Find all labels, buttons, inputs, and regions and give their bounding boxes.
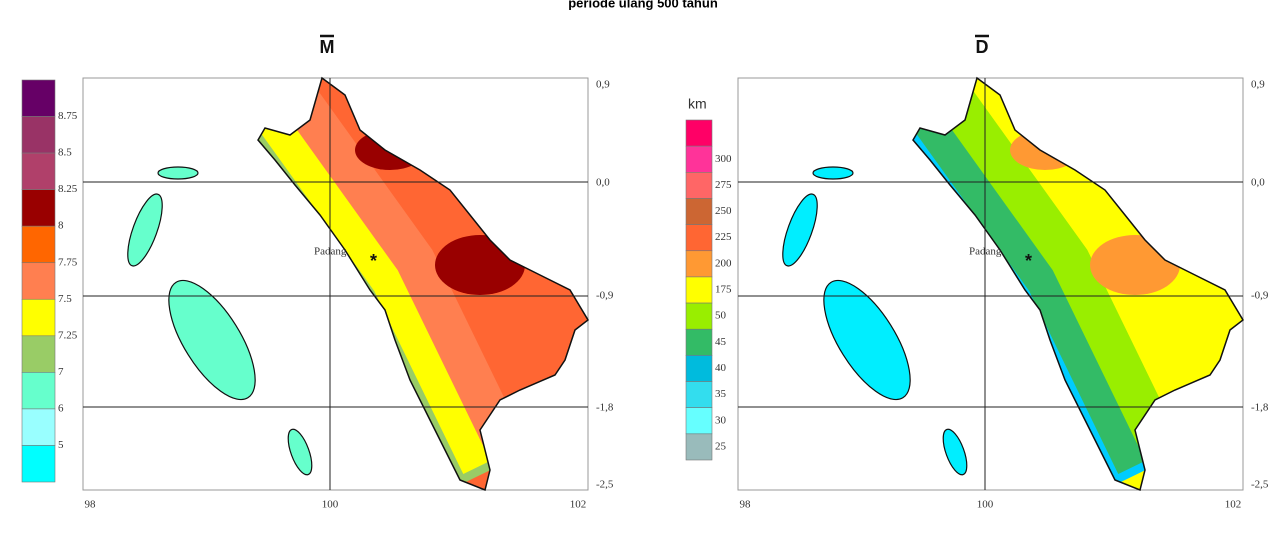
legend-label: 35 [715, 388, 727, 400]
legend-label: 7.75 [58, 256, 78, 268]
x-tick-label: 102 [570, 499, 587, 511]
legend-label: 7.5 [58, 293, 72, 305]
legend-label: 8 [58, 220, 64, 232]
mainland [258, 78, 588, 490]
island [782, 193, 818, 267]
legend-swatch [685, 172, 713, 199]
legend-label: 8.75 [58, 110, 78, 122]
y-tick-label: -0,9 [596, 290, 614, 302]
island [287, 428, 313, 476]
y-tick-label: 0,0 [596, 177, 610, 189]
y-tick-label: 0,9 [596, 79, 610, 91]
map-panel: M 98 100 102 0,9 0,0 -0,9 -1,8 -2,5 Padang * 8.75 8.… [21, 34, 614, 511]
place-marker: * [1025, 251, 1032, 271]
y-tick-label: -1,8 [596, 402, 614, 414]
legend-label: 8.25 [58, 183, 78, 195]
legend-label: 275 [715, 179, 732, 191]
legend-swatch [21, 116, 56, 154]
legend-swatch [21, 189, 56, 227]
contour-band [258, 90, 513, 475]
y-tick-label: -1,8 [1251, 402, 1269, 414]
map-panel: D 98 100 102 0,9 0,0 -0,9 -1,8 -2,5 Padang * km 300 2… [685, 34, 1269, 511]
legend-swatch [21, 79, 56, 117]
island [168, 279, 256, 401]
legend-swatch [685, 119, 713, 147]
legend-swatch [685, 276, 713, 304]
legend-swatch [21, 298, 56, 337]
legend-swatch [685, 250, 713, 278]
legend-swatch [685, 433, 713, 461]
contour-band [913, 90, 1168, 475]
legend-label: 7 [58, 366, 64, 378]
legend-swatch [21, 408, 56, 446]
legend-label: 250 [715, 205, 732, 217]
legend-swatch [685, 224, 713, 252]
map-frame [737, 77, 1244, 491]
contour-band [931, 78, 1178, 454]
panel-title: D [976, 37, 989, 57]
coastline [257, 76, 589, 492]
x-tick-label: 98 [740, 499, 752, 511]
legend-swatch [685, 145, 713, 173]
place-marker: * [370, 251, 377, 271]
panel-title: M [320, 37, 335, 57]
island [942, 428, 968, 476]
legend-label: 8.5 [58, 147, 72, 159]
y-tick-label: 0,9 [1251, 79, 1265, 91]
legend-label: 225 [715, 231, 732, 243]
legend-swatch [21, 225, 56, 264]
legend-swatch [685, 328, 713, 356]
legend-swatch [685, 381, 713, 408]
legend-label: 7.25 [58, 329, 78, 341]
island [157, 166, 199, 180]
x-tick-label: 100 [322, 499, 339, 511]
legend-swatch [685, 355, 713, 382]
legend-swatch [21, 262, 56, 300]
legend-swatch [685, 302, 713, 330]
legend-label: 30 [715, 414, 727, 426]
x-tick-label: 102 [1225, 499, 1242, 511]
legend-label: 25 [715, 440, 727, 452]
contour-patch [355, 130, 425, 170]
legend-unit: km [688, 96, 707, 112]
legend-label: 200 [715, 257, 732, 269]
island [823, 279, 911, 401]
legend-label: 5 [58, 439, 64, 451]
contour-patch [1090, 235, 1180, 295]
y-tick-label: -2,5 [596, 479, 614, 491]
legend-swatch [685, 198, 713, 225]
legend-swatch [21, 372, 56, 410]
island [127, 193, 163, 267]
y-tick-label: 0,0 [1251, 177, 1265, 189]
y-tick-label: -0,9 [1251, 290, 1269, 302]
contour-patch [435, 235, 525, 295]
place-label: Padang [969, 246, 1002, 258]
figure-title: periode ulang 500 tahun [568, 0, 718, 10]
legend-label: 175 [715, 284, 732, 296]
island [812, 166, 854, 180]
legend-label: 40 [715, 362, 727, 374]
map-frame [82, 77, 589, 491]
y-tick-label: -2,5 [1251, 479, 1269, 491]
legend-label: 300 [715, 153, 732, 165]
contour-patch [1010, 130, 1080, 170]
x-tick-label: 100 [977, 499, 994, 511]
legend-swatch [21, 445, 56, 483]
legend-swatch [21, 335, 56, 373]
x-tick-label: 98 [85, 499, 97, 511]
legend-swatch [21, 152, 56, 190]
place-label: Padang [314, 246, 347, 258]
legend-label: 50 [715, 310, 727, 322]
mainland [913, 78, 1243, 490]
legend-label: 6 [58, 402, 64, 414]
legend-swatch [685, 407, 713, 435]
contour-band [276, 78, 523, 454]
legend-label: 45 [715, 336, 727, 348]
coastline [912, 76, 1244, 492]
